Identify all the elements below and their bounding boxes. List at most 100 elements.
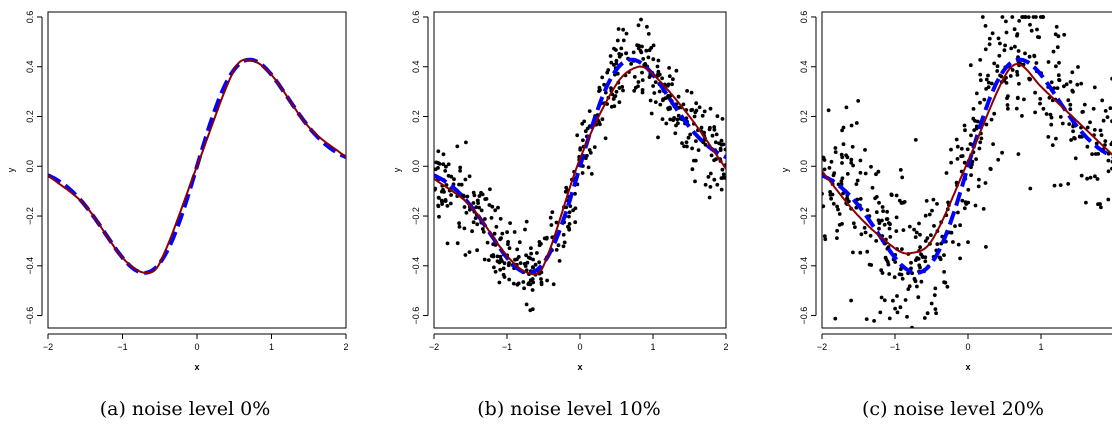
data-point [1101,118,1106,123]
data-point [1067,122,1072,126]
data-point [709,153,714,158]
x-axis-label: x [965,362,970,372]
data-point [1055,45,1060,50]
data-point [841,142,846,147]
data-point [1056,34,1061,39]
data-point [681,102,686,107]
data-point [600,117,605,122]
data-point [517,240,522,245]
data-point [507,277,512,282]
data-point [931,197,936,202]
data-point [506,240,510,244]
data-point [1105,115,1110,119]
data-point [1106,158,1111,163]
data-point [603,136,608,141]
data-point [500,231,505,236]
data-point [978,58,983,62]
data-point [1075,82,1080,87]
data-point [845,172,850,176]
data-point [493,269,498,274]
data-point [966,240,970,245]
data-point [440,202,444,206]
data-point [1005,103,1010,107]
data-point [1054,64,1058,69]
data-point [660,117,665,121]
data-point [1015,69,1019,74]
data-point [1032,54,1037,59]
data-point [566,224,570,229]
data-point [840,161,844,165]
data-point [640,70,644,75]
data-point [1082,102,1087,107]
data-point [521,280,526,284]
data-point [880,271,885,275]
data-point [636,84,640,89]
data-point [874,210,879,215]
data-point [439,198,444,203]
x-tick-label: 1 [269,342,274,352]
data-point [491,253,496,257]
data-point [962,160,967,165]
data-point [619,46,624,51]
data-point [864,317,869,321]
data-point [1071,129,1075,134]
data-point [929,301,934,306]
data-point [865,249,870,254]
data-point [694,139,698,144]
data-point [474,205,479,210]
data-point [693,179,697,184]
data-point [715,182,720,187]
data-point [636,80,641,84]
y-tick-label: 0.6 [799,11,809,24]
data-point [1015,32,1020,36]
data-point [501,266,506,271]
data-point [1060,121,1065,126]
data-point [684,140,689,145]
data-point [877,226,881,231]
x-tick-label: 1 [650,342,655,352]
y-axis-label: y [6,167,16,172]
data-point [976,184,981,189]
data-point [443,199,448,203]
data-point [685,89,689,93]
data-point [840,128,844,133]
data-point [512,230,517,234]
data-point [656,135,660,140]
data-point [977,177,981,182]
data-point [666,94,670,98]
data-point [1005,96,1009,100]
data-point [851,250,855,255]
data-point [932,293,937,297]
data-point [1066,182,1071,186]
data-point [708,171,713,176]
data-point [951,240,955,244]
data-point [987,36,992,41]
data-point [535,251,539,255]
data-point [1022,97,1026,102]
data-point [488,187,492,192]
data-point [656,58,661,63]
data-point [975,119,980,124]
data-point [900,276,905,281]
data-point [916,257,921,261]
y-tick-label: −0.2 [25,207,35,225]
data-point [850,144,855,149]
data-point [482,257,487,262]
data-point [894,229,899,234]
data-point [963,200,968,205]
data-point [531,257,535,262]
data-point [1010,68,1015,72]
data-point [600,75,605,80]
x-axis-label: x [577,362,582,372]
data-point [1073,156,1078,161]
data-point [855,178,860,183]
data-point [865,208,870,213]
data-point [960,198,965,203]
data-point [492,231,497,236]
data-point [640,88,645,92]
data-point [688,132,693,137]
data-point [1000,150,1004,155]
data-point [1049,122,1054,127]
data-point [881,209,885,214]
